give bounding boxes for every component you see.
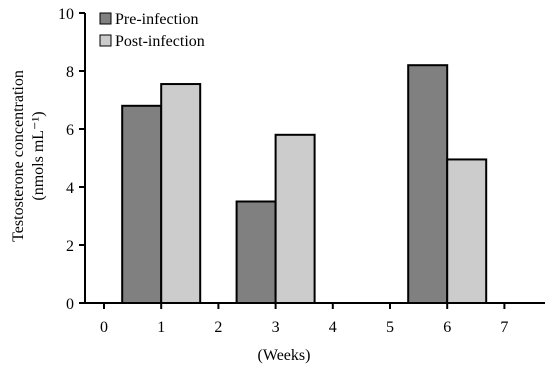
bars-layer: [121, 64, 488, 304]
bar-post-1: [160, 83, 202, 304]
y-tick-label-10: 10: [58, 6, 74, 23]
x-tick-label-3: 3: [272, 319, 280, 336]
y-tick-label-0: 0: [66, 296, 74, 313]
y-axis-label: Testosterone concentration (nmols mL⁻¹): [10, 70, 47, 242]
legend-swatch-pre: [99, 12, 112, 25]
x-tick-label-6: 6: [443, 319, 451, 336]
axes-layer: 0 2 4 6 8 10 0 1 2 3 4 5 6 7: [58, 6, 545, 336]
x-tick-label-1: 1: [157, 319, 165, 336]
bar-pre-3: [235, 200, 277, 304]
y-axis-label-line-1: Testosterone concentration: [10, 70, 27, 242]
y-tick-label-8: 8: [66, 64, 74, 81]
x-tick-label-7: 7: [500, 319, 508, 336]
x-tick-label-2: 2: [214, 319, 222, 336]
bar-post-3: [274, 133, 316, 304]
legend-label-post: Post-infection: [115, 33, 205, 50]
y-tick-label-4: 4: [66, 180, 74, 197]
legend: Pre-infection Post-infection: [99, 11, 205, 50]
legend-swatch-post: [99, 34, 112, 47]
y-tick-label-2: 2: [66, 238, 74, 255]
x-tick-label-4: 4: [329, 319, 337, 336]
x-axis-label: (Weeks): [258, 347, 311, 364]
bar-post-6: [446, 158, 488, 304]
x-tick-label-5: 5: [386, 319, 394, 336]
y-axis-label-line-2: (nmols mL⁻¹): [30, 111, 47, 200]
bar-pre-6: [407, 64, 449, 304]
bar-pre-1: [121, 104, 163, 304]
x-tick-label-0: 0: [100, 319, 108, 336]
legend-label-pre: Pre-infection: [115, 11, 199, 28]
y-tick-label-6: 6: [66, 122, 74, 139]
